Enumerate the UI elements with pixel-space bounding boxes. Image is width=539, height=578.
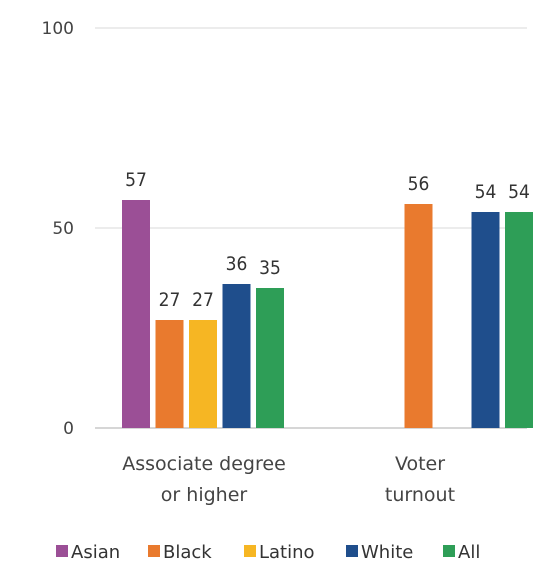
legend-swatch-black bbox=[148, 545, 160, 557]
data-label-layer: 57 27 56 27 36 54 35 54 bbox=[125, 169, 530, 311]
bar-white-0 bbox=[222, 284, 251, 428]
legend-swatch-latino bbox=[244, 545, 256, 557]
y-tick-label-0: 0 bbox=[63, 419, 74, 439]
bar-layer bbox=[122, 200, 533, 428]
bar-black-0 bbox=[155, 320, 184, 428]
legend-swatch-white bbox=[346, 545, 358, 557]
data-label-white-1: 54 bbox=[475, 181, 497, 203]
data-label-latino-0: 27 bbox=[192, 289, 214, 311]
category-label-1-1: turnout bbox=[385, 484, 455, 506]
legend-swatch-asian bbox=[56, 545, 68, 557]
data-label-all-1: 54 bbox=[508, 181, 530, 203]
data-label-asian-0: 57 bbox=[125, 169, 147, 191]
legend-label-white: White bbox=[361, 542, 413, 563]
category-label-0-1: or higher bbox=[161, 484, 248, 506]
bar-asian-0 bbox=[122, 200, 150, 428]
category-label-1-0: Voter bbox=[395, 453, 445, 475]
y-tick-label-100: 100 bbox=[42, 19, 74, 39]
bar-latino-0 bbox=[189, 320, 217, 428]
bar-black-1 bbox=[404, 204, 433, 428]
category-label-0-0: Associate degree bbox=[122, 453, 286, 475]
legend-swatch-all bbox=[443, 545, 455, 557]
data-label-all-0: 35 bbox=[259, 257, 281, 279]
bar-all-0 bbox=[256, 288, 284, 428]
legend-label-asian: Asian bbox=[71, 542, 120, 563]
axis-layer: 0 50 100 Associate degree or higher Voter turn… bbox=[42, 19, 456, 506]
legend-label-all: All bbox=[458, 542, 480, 563]
data-label-white-0: 36 bbox=[226, 253, 248, 275]
bar-white-1 bbox=[471, 212, 500, 428]
y-tick-label-50: 50 bbox=[52, 219, 74, 239]
legend-label-latino: Latino bbox=[259, 542, 315, 563]
legend-label-black: Black bbox=[163, 542, 212, 563]
data-label-black-1: 56 bbox=[408, 173, 430, 195]
legend: Asian Black Latino White All bbox=[56, 542, 480, 563]
data-label-black-0: 27 bbox=[159, 289, 181, 311]
bar-all-1 bbox=[505, 212, 533, 428]
